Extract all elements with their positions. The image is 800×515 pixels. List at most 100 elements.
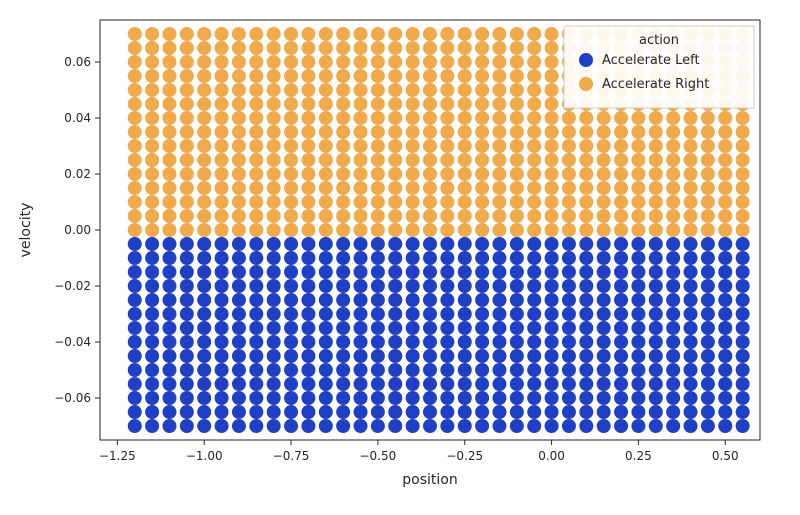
scatter-point (475, 209, 489, 223)
scatter-point (458, 363, 472, 377)
scatter-point (371, 27, 385, 41)
scatter-point (319, 307, 333, 321)
scatter-point (562, 335, 576, 349)
scatter-point (718, 181, 732, 195)
scatter-point (354, 279, 368, 293)
scatter-point (649, 139, 663, 153)
scatter-point (371, 223, 385, 237)
scatter-point (579, 419, 593, 433)
scatter-point (527, 237, 541, 251)
scatter-point (319, 69, 333, 83)
scatter-point (371, 307, 385, 321)
scatter-point (145, 195, 159, 209)
scatter-point (579, 377, 593, 391)
scatter-point (128, 209, 142, 223)
scatter-point (440, 321, 454, 335)
scatter-point (649, 419, 663, 433)
scatter-point (527, 405, 541, 419)
scatter-point (475, 41, 489, 55)
scatter-point (423, 335, 437, 349)
scatter-point (232, 391, 246, 405)
scatter-point (510, 349, 524, 363)
scatter-point (162, 279, 176, 293)
scatter-point (666, 349, 680, 363)
scatter-point (249, 279, 263, 293)
scatter-point (701, 405, 715, 419)
scatter-point (423, 195, 437, 209)
scatter-point (197, 419, 211, 433)
x-axis-ticks: −1.25−1.00−0.75−0.50−0.250.000.250.50 (99, 440, 739, 463)
scatter-point (267, 265, 281, 279)
scatter-point (284, 97, 298, 111)
scatter-point (388, 27, 402, 41)
scatter-point (718, 265, 732, 279)
scatter-point (527, 321, 541, 335)
scatter-point (458, 97, 472, 111)
scatter-point (475, 167, 489, 181)
scatter-point (267, 83, 281, 97)
scatter-point (718, 349, 732, 363)
scatter-point (301, 41, 315, 55)
scatter-point (145, 279, 159, 293)
scatter-point (649, 209, 663, 223)
scatter-point (562, 223, 576, 237)
scatter-point (562, 363, 576, 377)
scatter-point (631, 209, 645, 223)
scatter-point (336, 419, 350, 433)
scatter-point (215, 167, 229, 181)
scatter-point (319, 209, 333, 223)
scatter-point (631, 307, 645, 321)
scatter-point (301, 223, 315, 237)
scatter-point (631, 377, 645, 391)
scatter-point (180, 223, 194, 237)
scatter-point (527, 307, 541, 321)
scatter-point (180, 209, 194, 223)
scatter-point (232, 209, 246, 223)
scatter-point (545, 167, 559, 181)
scatter-point (267, 377, 281, 391)
scatter-point (423, 55, 437, 69)
scatter-point (162, 111, 176, 125)
scatter-point (319, 111, 333, 125)
scatter-point (128, 223, 142, 237)
scatter-point (145, 321, 159, 335)
scatter-point (162, 153, 176, 167)
scatter-point (388, 167, 402, 181)
scatter-point (579, 195, 593, 209)
scatter-point (423, 279, 437, 293)
scatter-point (406, 125, 420, 139)
scatter-point (406, 153, 420, 167)
scatter-point (545, 307, 559, 321)
scatter-point (232, 195, 246, 209)
scatter-point (284, 307, 298, 321)
scatter-point (388, 41, 402, 55)
scatter-point (249, 97, 263, 111)
scatter-point (545, 279, 559, 293)
scatter-point (440, 83, 454, 97)
scatter-point (614, 405, 628, 419)
scatter-point (527, 167, 541, 181)
scatter-point (215, 237, 229, 251)
scatter-point (180, 363, 194, 377)
scatter-point (145, 363, 159, 377)
scatter-point (128, 55, 142, 69)
legend-item-label: Accelerate Left (602, 53, 700, 68)
scatter-point (197, 335, 211, 349)
scatter-point (319, 223, 333, 237)
scatter-point (527, 377, 541, 391)
scatter-point (527, 125, 541, 139)
scatter-point (336, 139, 350, 153)
scatter-point (301, 195, 315, 209)
scatter-point (545, 153, 559, 167)
scatter-point (423, 97, 437, 111)
scatter-point (684, 279, 698, 293)
scatter-point (301, 125, 315, 139)
scatter-point (388, 335, 402, 349)
scatter-point (492, 139, 506, 153)
scatter-point (336, 377, 350, 391)
scatter-point (215, 55, 229, 69)
scatter-point (718, 223, 732, 237)
scatter-point (267, 307, 281, 321)
scatter-point (649, 223, 663, 237)
scatter-point (284, 265, 298, 279)
